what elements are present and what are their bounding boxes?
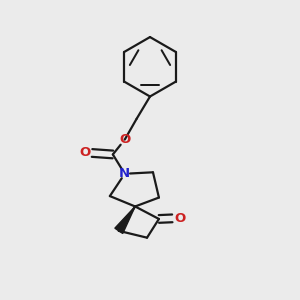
Text: O: O [79, 146, 90, 160]
Polygon shape [115, 206, 135, 233]
Text: O: O [119, 133, 130, 146]
Text: O: O [174, 212, 185, 225]
Text: N: N [119, 167, 130, 180]
